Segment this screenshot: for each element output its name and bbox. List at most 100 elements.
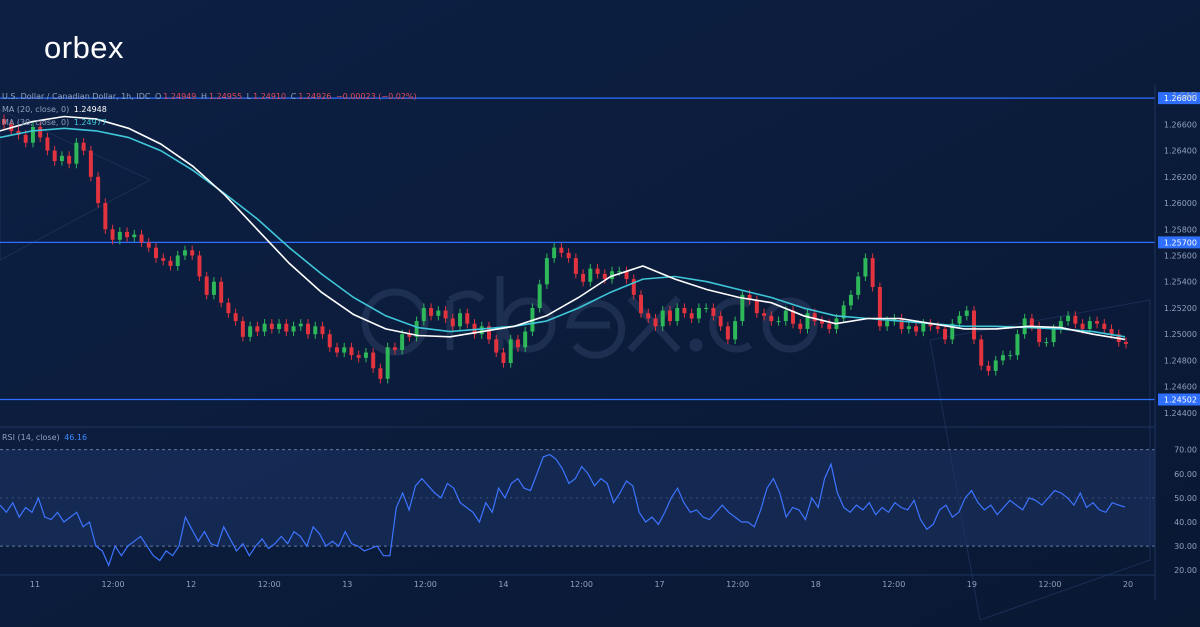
candle-body: [1109, 328, 1114, 335]
candle-body: [269, 323, 274, 329]
ma20-legend[interactable]: MA (20, close, 0) 1.24948: [2, 105, 109, 114]
candle-body: [1051, 328, 1056, 343]
candle-body: [1058, 321, 1063, 329]
candle-body: [762, 313, 767, 316]
candle-body: [877, 286, 882, 327]
candle-body: [805, 313, 810, 329]
candle-body: [88, 150, 93, 177]
candle-body: [371, 352, 376, 369]
candle-body: [284, 323, 289, 332]
candle-body: [233, 313, 238, 322]
candle-body: [226, 302, 231, 314]
candle-body: [342, 347, 347, 353]
time-tick-label: 12:00: [258, 580, 281, 589]
candle-body: [211, 281, 216, 295]
candle-body: [450, 318, 455, 327]
candle-body: [2, 119, 6, 125]
candle-body: [334, 347, 339, 353]
candle-body: [204, 276, 209, 295]
candle-body: [479, 326, 484, 335]
time-tick-label: 12:00: [882, 580, 905, 589]
candle-body: [704, 307, 709, 309]
rsi-tick-label: 30.00: [1174, 542, 1197, 551]
candle-body: [168, 260, 173, 266]
candle-body: [1066, 315, 1071, 322]
candle-body: [45, 137, 50, 151]
candle-body: [1008, 355, 1013, 357]
price-level-tag: [1158, 236, 1200, 249]
time-tick-label: 11: [30, 580, 40, 589]
candle-body: [1080, 323, 1085, 329]
candle-body: [190, 250, 195, 256]
candle-body: [356, 355, 361, 358]
candle-body: [870, 258, 875, 287]
candle-body: [725, 326, 730, 340]
price-tick-label: 1.26400: [1164, 147, 1197, 156]
ma20-label: MA (20, close, 0): [2, 105, 70, 114]
time-tick-label: 14: [498, 580, 508, 589]
candle-body: [971, 310, 976, 340]
candle-body: [863, 258, 868, 277]
candle-body: [501, 352, 506, 364]
candle-body: [747, 294, 752, 301]
candle-body: [566, 252, 571, 259]
candle-body: [711, 307, 716, 316]
price-tick-label: 1.25400: [1164, 278, 1197, 287]
candle-body: [986, 365, 991, 371]
candle-body: [175, 255, 180, 266]
rsi-tick-label: 60.00: [1174, 470, 1197, 479]
candle-body: [631, 279, 636, 295]
candle-body: [465, 313, 470, 324]
candle-body: [950, 323, 955, 340]
price-tick-label: 1.25600: [1164, 252, 1197, 261]
candle-body: [400, 334, 405, 350]
candle-body: [914, 326, 919, 332]
candle-body: [798, 323, 803, 329]
candle-body: [1087, 321, 1092, 329]
candle-body: [262, 323, 267, 332]
candle-body: [392, 347, 397, 350]
candle-body: [943, 328, 948, 340]
candle-body: [957, 315, 962, 324]
time-tick-label: 13: [342, 580, 352, 589]
candle-body: [349, 347, 354, 356]
price-tick-label: 1.25200: [1164, 304, 1197, 313]
rsi-pane: [0, 449, 1155, 568]
candle-body: [754, 300, 759, 314]
price-level-label: 1.25700: [1164, 238, 1197, 247]
price-level-tag: [1158, 92, 1200, 105]
candle-body: [979, 339, 984, 366]
candle-body: [298, 323, 303, 327]
candle-body: [906, 326, 911, 329]
candle-body: [581, 273, 586, 282]
symbol-legend[interactable]: U.S. Dollar / Canadian Dollar, 1h, IDC O…: [2, 92, 419, 101]
candle-body: [696, 307, 701, 319]
candle-body: [487, 326, 491, 340]
price-axis[interactable]: 1.26600 1.26400 1.26200 1.26000 1.25800 1.256…: [1164, 120, 1197, 418]
candle-body: [892, 318, 897, 322]
candle-body: [240, 321, 245, 337]
candle-body: [146, 242, 151, 248]
ma30-legend[interactable]: MA (30, close, 0) 1.24977: [2, 118, 109, 127]
candle-body: [508, 339, 513, 364]
rsi-legend[interactable]: RSI (14, close) 46.16: [2, 433, 89, 442]
candle-body: [96, 176, 101, 204]
rsi-axis[interactable]: 70.00 60.00 50.00 40.00 30.00 20.00: [1174, 446, 1197, 576]
change-value: −0.00023 (−0.02%): [335, 92, 417, 101]
candle-body: [827, 323, 832, 329]
candle-body: [443, 310, 448, 319]
candle-body: [23, 134, 28, 143]
candle-body: [38, 126, 43, 138]
candles: [2, 114, 1128, 384]
candle-body: [993, 360, 998, 371]
rsi-tick-label: 40.00: [1174, 518, 1197, 527]
candle-body: [1015, 334, 1020, 356]
time-axis[interactable]: 11 12:00 12 12:00 13 12:00 14 12:00 17 12:00 18 12:…: [30, 580, 1133, 589]
candle-body: [139, 234, 144, 243]
candle-body: [515, 339, 520, 348]
time-tick-label: 12:00: [102, 580, 125, 589]
candle-body: [964, 310, 969, 316]
candle-body: [494, 339, 499, 353]
candle-body: [523, 331, 528, 348]
candle-body: [899, 318, 904, 329]
